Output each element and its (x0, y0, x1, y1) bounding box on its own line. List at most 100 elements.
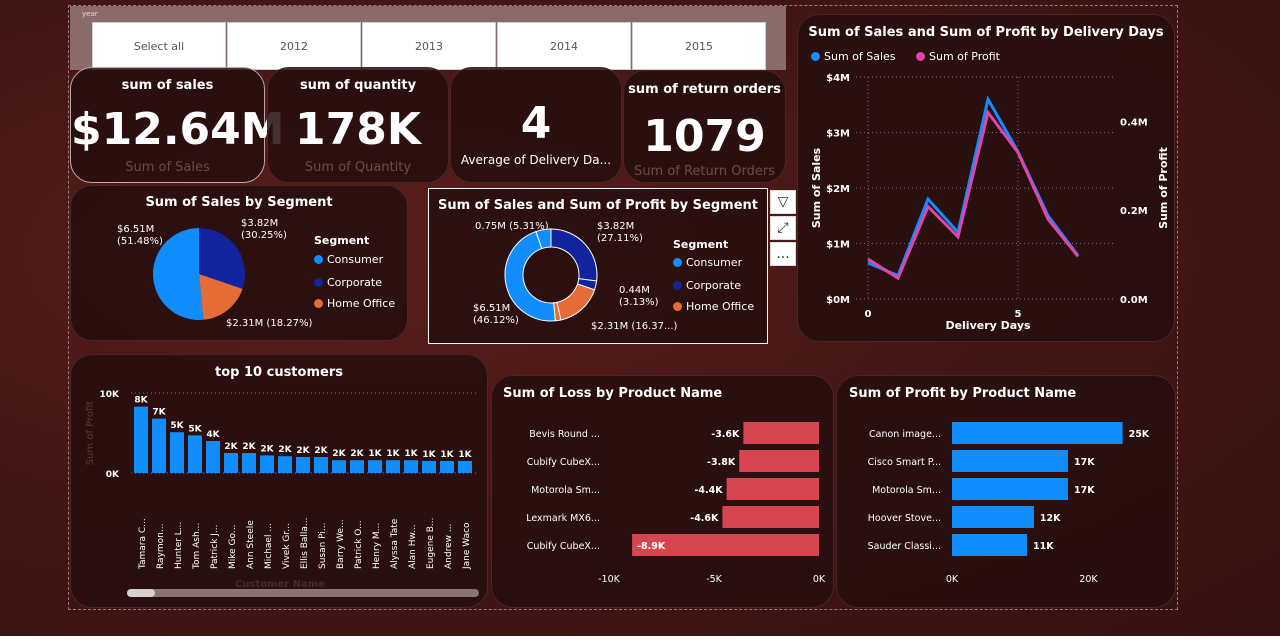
y2-tick: 0.0M (1120, 295, 1148, 306)
y-axis-label: Sum of Sales (810, 147, 823, 228)
legend-consumer[interactable]: Consumer (314, 253, 383, 266)
bar (739, 450, 819, 472)
slicer-option-2013[interactable]: 2013 (362, 22, 496, 70)
x-tick: Raymon... (156, 524, 166, 569)
bar (188, 435, 202, 473)
kpi-card-sales[interactable]: sum of sales $12.64M Sum of Sales (70, 67, 285, 183)
bar (152, 418, 166, 473)
legend-home-office[interactable]: Home Office (673, 300, 754, 313)
category-label: Motorola Sm... (531, 485, 600, 496)
bar (296, 457, 310, 473)
focus-mode-icon[interactable]: ⤢ (770, 216, 796, 240)
kpi-card-return-orders[interactable]: sum of return orders 1079 Sum of Return … (623, 70, 786, 183)
bar (242, 453, 256, 473)
slicer-option-2012[interactable]: 2012 (227, 22, 361, 70)
data-label: 1K (458, 450, 472, 460)
legend-dot (673, 281, 682, 290)
chart-title: Sum of Sales by Segment (145, 195, 333, 210)
kpi-card-quantity[interactable]: sum of quantity 178K Sum of Quantity (267, 67, 449, 183)
x-tick: -5K (706, 574, 722, 585)
x-tick: Eugene B... (426, 518, 436, 570)
data-label: (30.25%) (241, 230, 287, 241)
category-label: Lexmark MX6... (526, 513, 600, 524)
legend-corporate[interactable]: Corporate (314, 276, 382, 289)
more-options-button[interactable]: ... (770, 242, 796, 266)
data-label: (27.11%) (597, 233, 643, 244)
legend-corporate[interactable]: Corporate (673, 279, 741, 292)
y2-tick: 0.2M (1120, 206, 1148, 217)
category-label: Sauder Classi... (868, 541, 941, 552)
bar (952, 478, 1068, 500)
slice (199, 274, 243, 320)
legend-dot (673, 302, 682, 311)
data-label: -8.9K (637, 541, 666, 552)
donut-card: Sum of Sales and Sum of Profit by Segmen… (428, 188, 768, 344)
pie-chart: $3.82M(30.25%) $2.31M (18.27%) $6.51M(51.4… (117, 218, 312, 329)
legend-consumer[interactable]: Consumer (673, 256, 742, 269)
kpi-title: sum of return orders (628, 82, 781, 97)
bar (726, 478, 819, 500)
bar (422, 461, 436, 473)
data-label: $6.51M (473, 303, 510, 314)
slicer-option-select-all[interactable]: Select all (92, 22, 226, 70)
data-label: (46.12%) (473, 315, 519, 326)
category-label: Hoover Stove... (868, 513, 941, 524)
slicer-title: year (82, 10, 98, 18)
data-label: (51.48%) (117, 236, 163, 247)
scrollbar-thumb[interactable] (127, 589, 155, 597)
kpi-subtitle: Sum of Sales (125, 160, 210, 175)
pie-card: Sum of Sales by Segment $3.82M (30.25%) $2… (70, 185, 408, 341)
data-label: $6.51M (117, 224, 154, 235)
kpi-value: $12.64M (71, 104, 285, 155)
data-label: 1K (440, 450, 454, 460)
data-label: 2K (314, 446, 328, 456)
slicer-option-2015[interactable]: 2015 (632, 22, 766, 70)
data-label: 1K (422, 450, 436, 460)
data-label: 7K (152, 408, 166, 418)
legend-profit[interactable]: Sum of Profit (916, 50, 1000, 63)
legend-dot (314, 255, 323, 264)
bar (952, 506, 1034, 528)
data-label: 1K (368, 449, 382, 459)
kpi-card-delivery-days[interactable]: 4 Average of Delivery Da... (450, 67, 622, 183)
y-tick: 10K (100, 390, 121, 400)
slicer-option-2014[interactable]: 2014 (497, 22, 631, 70)
data-label: 2K (242, 442, 256, 452)
donut-chart: $3.82M(27.11%) 0.44M(3.13%) $2.31M (16.37.… (473, 221, 678, 332)
horizontal-scrollbar[interactable] (127, 589, 479, 597)
category-label: Motorola Sm... (872, 485, 941, 496)
bar (458, 461, 472, 473)
kpi-value: 178K (295, 104, 421, 155)
legend-sales[interactable]: Sum of Sales (811, 50, 896, 63)
x-axis-label: Customer Name (235, 579, 325, 590)
slice (504, 230, 556, 322)
data-label: $2.31M (16.37...) (591, 321, 678, 332)
category-label: Cisco Smart P... (868, 457, 941, 468)
x-tick: Susan Pi... (318, 523, 328, 570)
legend-home-office[interactable]: Home Office (314, 297, 395, 310)
x-tick: Henry M... (372, 523, 382, 569)
x-tick: 5 (1015, 309, 1022, 320)
x-tick: Barry We... (336, 519, 346, 569)
data-label: $3.82M (241, 218, 278, 229)
filter-icon[interactable]: ▽ (770, 190, 796, 214)
profit-chart: Canon image... 25K Cisco Smart P... 17K Moto… (868, 422, 1150, 585)
category-label: Bevis Round ... (529, 429, 600, 440)
y-tick: 0K (106, 470, 120, 480)
category-label: Cubify CubeX... (527, 541, 600, 552)
y2-axis-label: Sum of Profit (1157, 147, 1170, 229)
data-label: 2K (350, 449, 364, 459)
bar (404, 460, 418, 473)
legend-label: Corporate (327, 276, 382, 289)
bar (632, 534, 819, 556)
x-tick: Ellis Balla... (300, 517, 310, 569)
legend-label: Consumer (686, 256, 743, 269)
x-tick: Mike Go... (228, 525, 238, 569)
data-label: 2K (332, 449, 346, 459)
chart-title: Sum of Sales and Sum of Profit by Segmen… (437, 198, 758, 213)
top-customers-card: top 10 customers 0K 10K Sum of Profit Custo… (70, 354, 488, 608)
x-tick: Jane Waco (462, 522, 472, 570)
chart-title: top 10 customers (215, 365, 343, 380)
x-tick: Michael ... (264, 523, 274, 569)
line-card: Sum of Sales and Sum of Profit by Delive… (797, 14, 1175, 342)
